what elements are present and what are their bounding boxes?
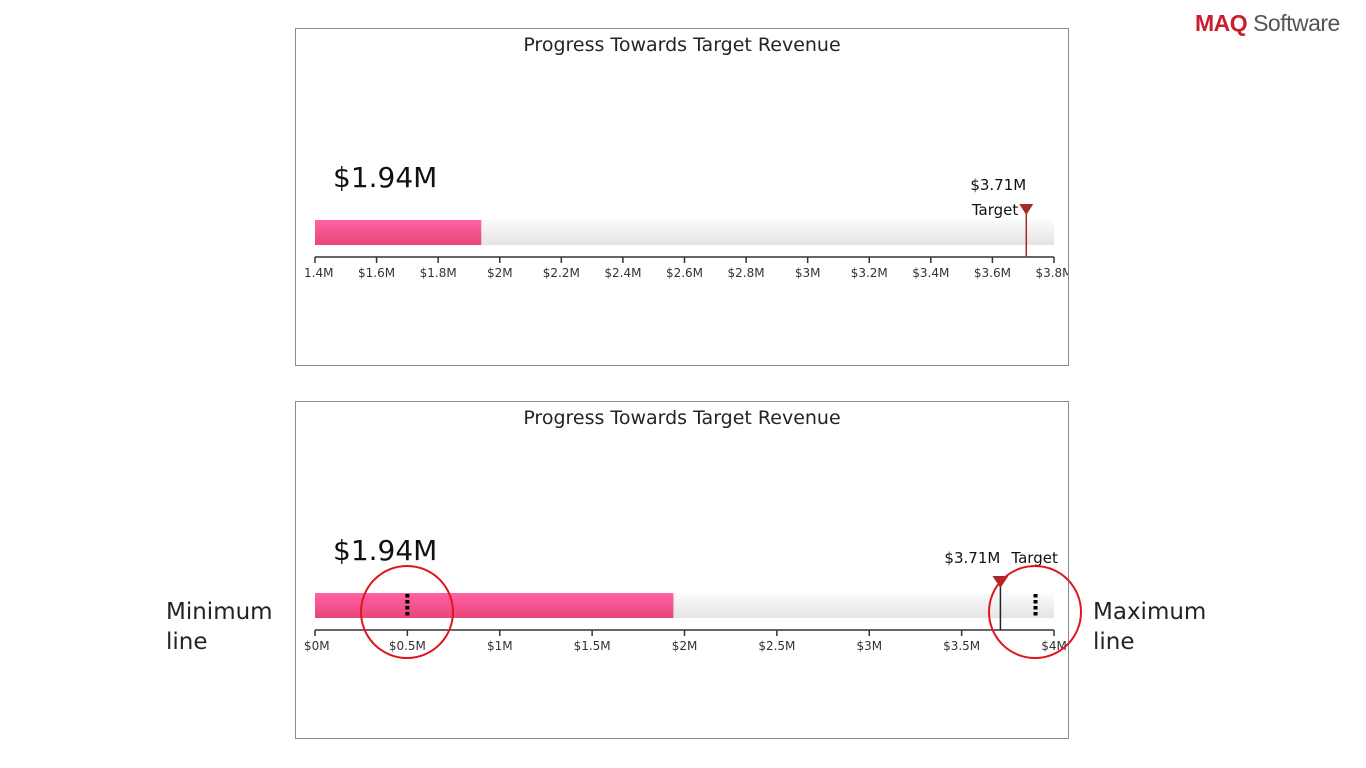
chart-title: Progress Towards Target Revenue xyxy=(523,34,841,56)
maq-software-logo: MAQ Software xyxy=(1195,10,1340,37)
x-tick-label: $1.8M xyxy=(420,266,457,280)
x-tick-label: $2.6M xyxy=(666,266,703,280)
x-tick-label: $3.6M xyxy=(974,266,1011,280)
bullet-chart-default: Progress Towards Target Revenue $1.94M 1.… xyxy=(295,28,1069,366)
x-tick-label: $3.8M xyxy=(1035,266,1068,280)
x-tick-label: $0M xyxy=(304,639,330,653)
minimum-line-annotation: Minimum line xyxy=(166,597,273,657)
x-tick-label: $1.5M xyxy=(574,639,611,653)
chart-svg: $1.94M 1.4M $1.6M $1.8M $2M $2.2M $2.4M $2.6M $2… xyxy=(304,161,1068,280)
maximum-line-annotation: Maximum line xyxy=(1093,597,1206,657)
chart-title: Progress Towards Target Revenue xyxy=(523,407,841,429)
x-tick-label: $2.8M xyxy=(728,266,765,280)
x-tick-label: $1M xyxy=(487,639,513,653)
x-tick-label: $3M xyxy=(856,639,882,653)
target-label: Target xyxy=(1010,549,1058,567)
bullet-chart-min-max: Progress Towards Target Revenue $1.94M $0… xyxy=(295,401,1069,739)
value-label: $1.94M xyxy=(333,161,437,194)
annotation-line1: Minimum xyxy=(166,599,273,625)
x-tick-label: $2M xyxy=(487,266,513,280)
x-tick-label: $0.5M xyxy=(389,639,426,653)
x-tick-label: $3.2M xyxy=(851,266,888,280)
x-tick-label: $2.2M xyxy=(543,266,580,280)
value-bar xyxy=(315,220,482,245)
x-tick-label: $2.4M xyxy=(604,266,641,280)
target-value-label: $3.71M xyxy=(944,549,1000,567)
x-tick-label: 1.4M xyxy=(304,266,333,280)
logo-maq: MAQ xyxy=(1195,10,1248,36)
x-tick-label: $3M xyxy=(795,266,821,280)
target-marker-triangle xyxy=(1019,204,1034,215)
x-tick-label: $3.5M xyxy=(943,639,980,653)
annotation-line2: line xyxy=(166,629,208,655)
annotation-line1: Maximum xyxy=(1093,599,1207,625)
annotation-line2: line xyxy=(1093,629,1135,655)
x-tick-label: $1.6M xyxy=(358,266,395,280)
value-label: $1.94M xyxy=(333,534,437,567)
value-bar xyxy=(315,593,674,618)
x-tick-label: $2M xyxy=(672,639,698,653)
x-tick-label: $4M xyxy=(1041,639,1067,653)
x-tick-label: $2.5M xyxy=(758,639,795,653)
target-value-label: $3.71M xyxy=(970,176,1026,194)
x-tick-label: $3.4M xyxy=(912,266,949,280)
logo-software: Software xyxy=(1253,10,1340,36)
target-marker-triangle xyxy=(992,576,1009,588)
chart-svg: $1.94M $0M $0.5M $1M $1.5M $2M $2.5M $3M $3.5M $4… xyxy=(304,534,1067,653)
target-label: Target xyxy=(971,201,1019,219)
